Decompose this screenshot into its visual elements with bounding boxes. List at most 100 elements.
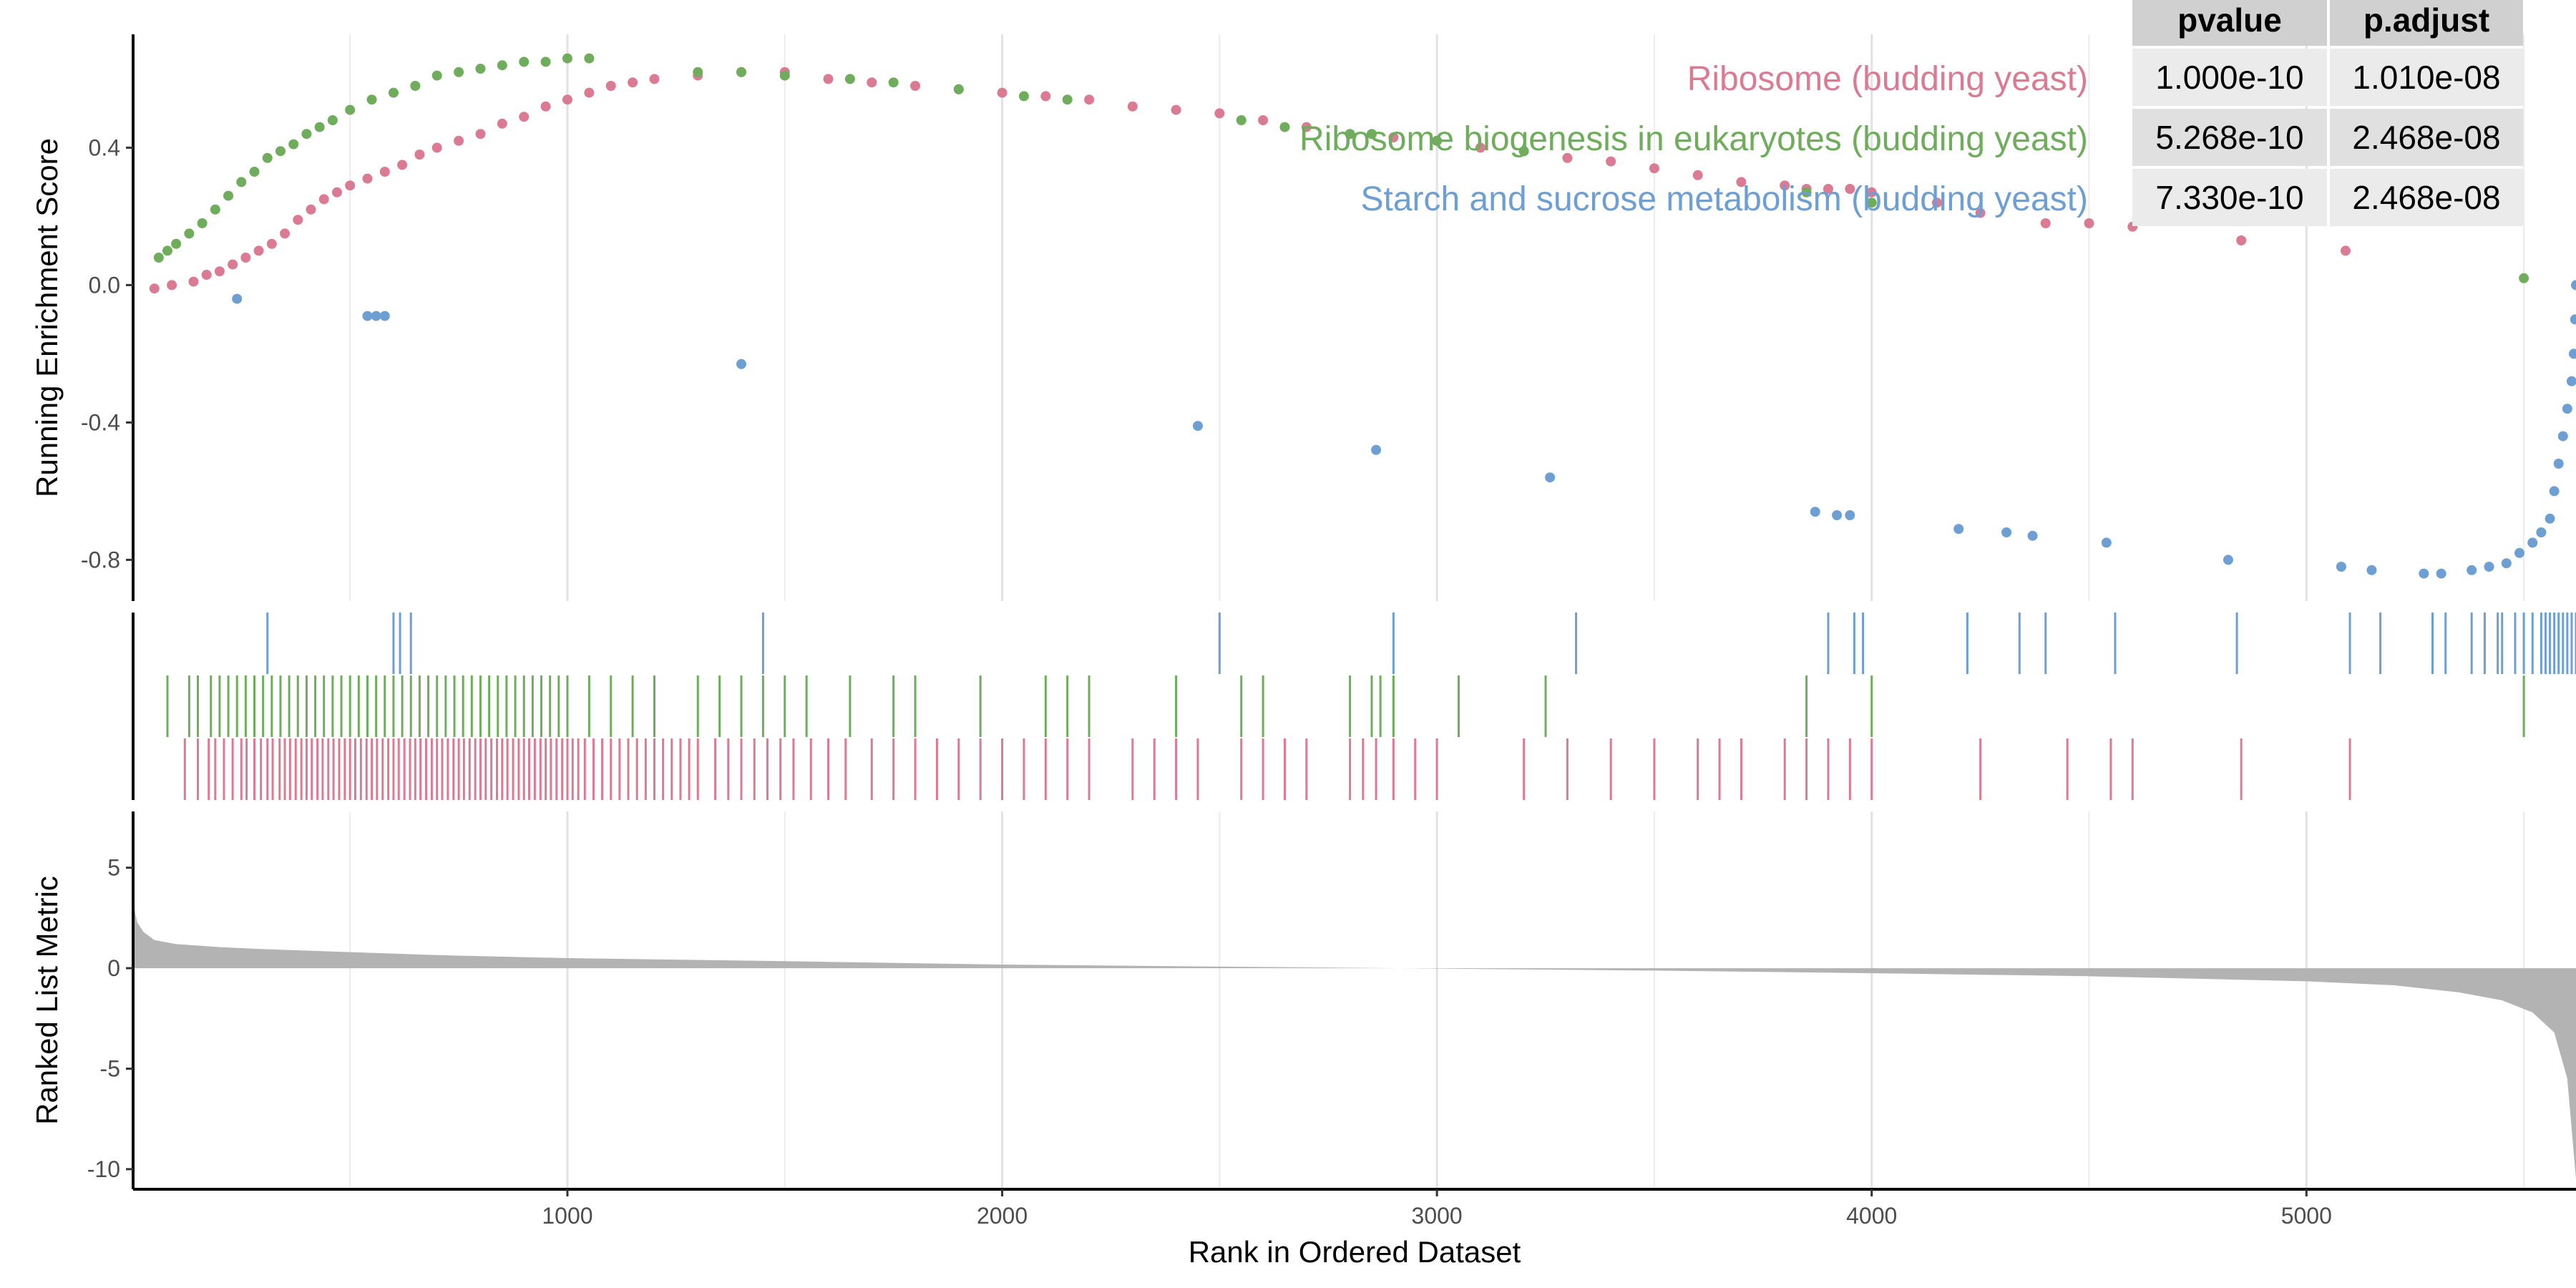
es-point-series-0: [431, 142, 442, 153]
table-cell-bg: [2330, 109, 2523, 166]
es-point-series-0: [201, 270, 212, 280]
es-point-series-0: [1823, 184, 1833, 194]
es-points: [149, 53, 2576, 579]
es-point-series-2: [2571, 280, 2576, 291]
es-point-series-0: [997, 87, 1008, 98]
table-header-cell-padjust: [2330, 0, 2523, 46]
es-point-series-0: [2340, 245, 2351, 256]
es-point-series-0: [649, 74, 660, 84]
ranked-metric-area: [133, 902, 2576, 1179]
es-point-series-2: [2027, 530, 2038, 541]
es-point-series-1: [197, 218, 208, 228]
es-point-series-1: [1279, 122, 1290, 132]
es-point-series-2: [2336, 562, 2346, 572]
table-cell-bg: [2132, 109, 2327, 166]
es-tick-label: -0.8: [81, 547, 120, 572]
es-point-series-0: [1040, 91, 1051, 102]
es-point-series-2: [2223, 555, 2233, 565]
es-point-series-1: [562, 53, 572, 64]
metric-y-ticks: 5 0 -5 -10: [87, 855, 133, 1182]
es-point-series-1: [249, 167, 260, 177]
es-point-series-1: [162, 245, 172, 256]
es-point-series-1: [519, 57, 530, 67]
es-point-series-0: [1866, 187, 1877, 197]
es-point-series-1: [1518, 146, 1529, 157]
es-point-series-0: [379, 167, 390, 177]
es-point-series-1: [1345, 129, 1355, 140]
es-point-series-2: [2549, 486, 2560, 497]
es-y-axis-title: Running Enrichment Score: [30, 138, 64, 497]
es-point-series-1: [210, 204, 220, 215]
table-cell-pvalue-1: 1.000e-10: [2155, 59, 2303, 96]
es-point-series-2: [1810, 507, 1820, 517]
es-point-series-2: [2562, 404, 2572, 414]
es-point-series-0: [306, 204, 316, 215]
es-point-series-0: [1606, 156, 1616, 167]
es-point-series-0: [240, 253, 251, 263]
es-point-series-0: [910, 81, 921, 91]
table-cell-bg: [2330, 49, 2523, 106]
es-point-series-0: [519, 112, 530, 122]
es-point-series-2: [2545, 513, 2555, 524]
enrichment-score-panel: 0.4 0.0 -0.4 -0.8 Running Enrichment Score: [30, 34, 2576, 601]
es-point-series-0: [1780, 180, 1790, 191]
es-point-series-0: [345, 180, 356, 191]
es-point-series-2: [2436, 568, 2446, 579]
table-cell-pvalue-2: 5.268e-10: [2155, 119, 2303, 156]
es-point-series-0: [362, 173, 373, 184]
es-point-series-1: [314, 122, 325, 132]
es-point-series-0: [454, 135, 464, 146]
table-header-cell-pvalue: [2132, 0, 2327, 46]
es-point-series-0: [823, 74, 834, 84]
x-tick-label: 4000: [1846, 1203, 1897, 1229]
es-point-series-1: [184, 228, 195, 239]
metric-tick-label: -5: [100, 1055, 120, 1081]
es-point-series-1: [475, 64, 486, 74]
es-point-series-1: [1062, 94, 1073, 105]
es-point-series-1: [1801, 187, 1812, 197]
es-point-series-0: [318, 194, 329, 205]
es-point-series-2: [2484, 562, 2494, 572]
es-point-series-1: [410, 81, 421, 91]
es-point-series-1: [366, 94, 377, 105]
es-point-series-1: [1366, 129, 1377, 140]
es-point-series-2: [371, 311, 381, 321]
es-point-series-2: [2467, 565, 2477, 575]
es-point-series-2: [362, 311, 373, 321]
legend-label-starch-sucrose: Starch and sucrose metabolism (budding y…: [1360, 180, 2088, 218]
es-tick-label: 0.0: [89, 272, 120, 298]
es-point-series-1: [288, 139, 299, 150]
es-point-series-0: [562, 94, 572, 105]
es-point-series-1: [345, 104, 356, 115]
es-tick-label: -0.4: [81, 409, 120, 435]
es-tick-label: 0.4: [89, 135, 120, 160]
es-point-series-0: [2040, 218, 2051, 228]
es-point-series-0: [1649, 163, 1659, 174]
es-point-series-0: [149, 283, 160, 294]
table-cell-bg: [2132, 49, 2327, 106]
es-point-series-2: [1832, 510, 1843, 520]
es-point-series-1: [223, 190, 234, 201]
es-point-series-1: [1432, 135, 1443, 146]
metric-y-axis-title: Ranked List Metric: [30, 876, 64, 1125]
es-point-series-0: [1475, 142, 1485, 153]
es-point-series-0: [540, 101, 551, 112]
es-point-series-2: [2366, 565, 2377, 575]
metric-grid: [349, 811, 2525, 1189]
x-tick-label: 1000: [542, 1203, 592, 1229]
es-point-series-0: [280, 228, 291, 239]
es-point-series-0: [1127, 101, 1138, 112]
es-point-series-1: [388, 87, 399, 98]
es-point-series-1: [779, 70, 790, 81]
legend-label-ribosome: Ribosome (budding yeast): [1687, 60, 2088, 98]
metric-tick-label: 5: [107, 855, 120, 881]
es-point-series-0: [1171, 104, 1181, 115]
es-point-series-1: [584, 53, 595, 64]
metric-tick-label: -10: [87, 1156, 120, 1182]
es-point-series-1: [327, 115, 338, 125]
es-point-series-0: [628, 77, 638, 88]
es-point-series-0: [414, 150, 425, 160]
es-point-series-1: [844, 74, 855, 84]
es-y-ticks: 0.4 0.0 -0.4 -0.8: [81, 135, 133, 572]
